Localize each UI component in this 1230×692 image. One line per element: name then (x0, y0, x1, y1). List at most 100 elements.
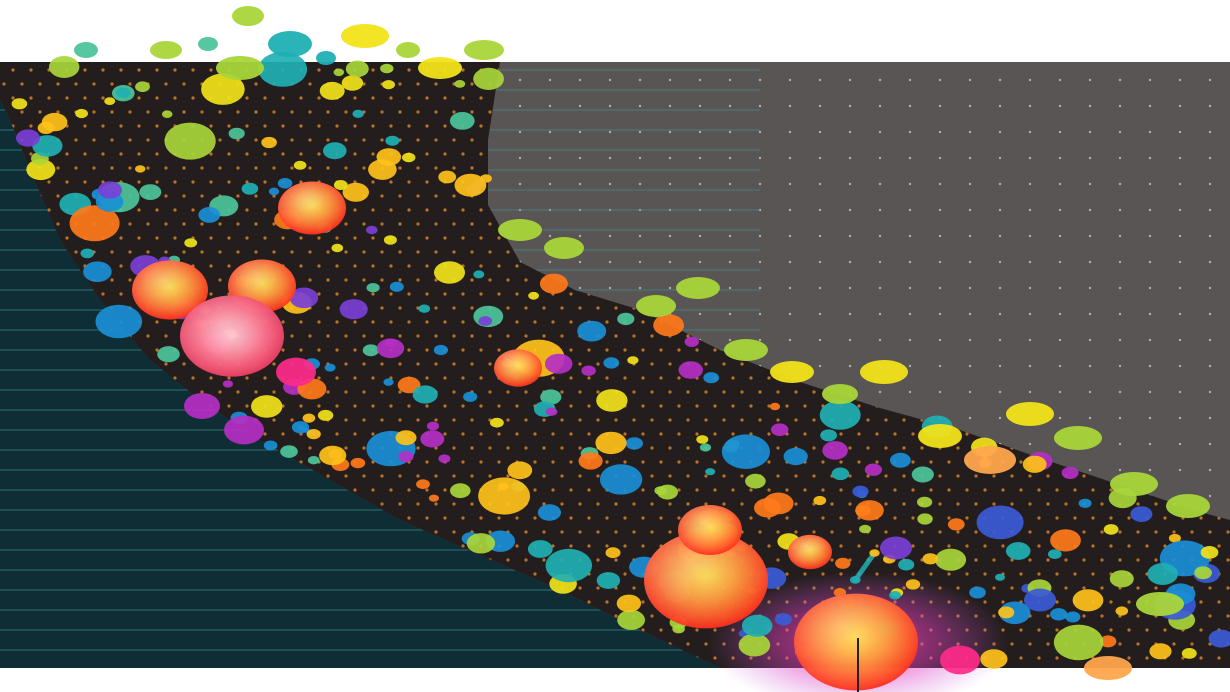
state-dot (434, 362, 438, 366)
state-dot (479, 376, 483, 380)
land-dot (638, 286, 642, 290)
land-dot (998, 208, 1002, 212)
state-dot (596, 586, 600, 590)
state-dot (92, 138, 96, 142)
state-dot (947, 572, 951, 576)
state-dot (1091, 516, 1095, 520)
state-dot (767, 404, 771, 408)
land-dot (698, 182, 702, 186)
land-dot (638, 234, 642, 238)
state-dot (425, 208, 429, 212)
land-dot (728, 338, 732, 342)
state-dot (929, 488, 933, 492)
state-dot (155, 124, 159, 128)
land-dot (1148, 286, 1152, 290)
state-dot (695, 628, 699, 632)
data-bubble (280, 445, 298, 458)
state-dot (1064, 586, 1068, 590)
state-dot (1109, 488, 1113, 492)
state-dot (101, 124, 105, 128)
state-dot (1001, 600, 1005, 604)
state-dot (326, 138, 330, 142)
state-dot (353, 96, 357, 100)
state-dot (965, 516, 969, 520)
land-dot (1178, 364, 1182, 368)
state-dot (434, 194, 438, 198)
state-dot (767, 544, 771, 548)
state-dot (677, 460, 681, 464)
land-dot (698, 260, 702, 264)
land-dot (608, 260, 612, 264)
state-dot (380, 278, 384, 282)
state-dot (281, 432, 285, 436)
data-bubble (263, 440, 278, 451)
state-dot (344, 474, 348, 478)
data-bubble (1110, 472, 1158, 496)
state-dot (929, 544, 933, 548)
state-dot (974, 530, 978, 534)
state-dot (155, 320, 159, 324)
state-dot (407, 320, 411, 324)
land-dot (1118, 260, 1122, 264)
data-bubble (998, 606, 1015, 619)
state-dot (641, 516, 645, 520)
land-dot (1208, 156, 1212, 160)
state-dot (731, 376, 735, 380)
state-dot (344, 166, 348, 170)
land-dot (1178, 312, 1182, 316)
state-dot (434, 138, 438, 142)
state-dot (335, 320, 339, 324)
state-dot (497, 404, 501, 408)
state-dot (650, 614, 654, 618)
state-dot (326, 334, 330, 338)
state-dot (506, 250, 510, 254)
state-dot (425, 264, 429, 268)
state-dot (857, 432, 861, 436)
land-dot (848, 260, 852, 264)
state-dot (371, 236, 375, 240)
state-dot (884, 502, 888, 506)
land-dot (1178, 208, 1182, 212)
state-dot (974, 502, 978, 506)
state-dot (236, 110, 240, 114)
state-dot (434, 222, 438, 226)
land-dot (1058, 208, 1062, 212)
state-dot (614, 334, 618, 338)
state-dot (209, 292, 213, 296)
state-dot (722, 474, 726, 478)
state-dot (479, 96, 483, 100)
state-dot (236, 250, 240, 254)
state-dot (848, 446, 852, 450)
data-bubble (135, 165, 146, 173)
data-bubble (75, 108, 88, 119)
state-dot (596, 362, 600, 366)
state-dot (686, 334, 690, 338)
land-dot (1148, 312, 1152, 316)
state-dot (569, 460, 573, 464)
state-dot (299, 264, 303, 268)
state-dot (506, 306, 510, 310)
data-bubble (201, 73, 245, 105)
land-dot (968, 104, 972, 108)
state-dot (488, 334, 492, 338)
land-dot (758, 130, 762, 134)
state-dot (1028, 642, 1032, 646)
state-dot (146, 110, 150, 114)
state-dot (722, 418, 726, 422)
land-dot (698, 234, 702, 238)
state-dot (506, 390, 510, 394)
land-dot (848, 104, 852, 108)
data-bubble (319, 445, 347, 466)
state-dot (587, 432, 591, 436)
state-dot (146, 166, 150, 170)
data-bubble (1084, 656, 1132, 680)
state-dot (452, 222, 456, 226)
state-dot (182, 194, 186, 198)
land-dot (578, 104, 582, 108)
state-dot (182, 166, 186, 170)
state-dot (452, 250, 456, 254)
state-dot (137, 208, 141, 212)
land-dot (1178, 286, 1182, 290)
state-dot (380, 390, 384, 394)
state-dot (569, 320, 573, 324)
